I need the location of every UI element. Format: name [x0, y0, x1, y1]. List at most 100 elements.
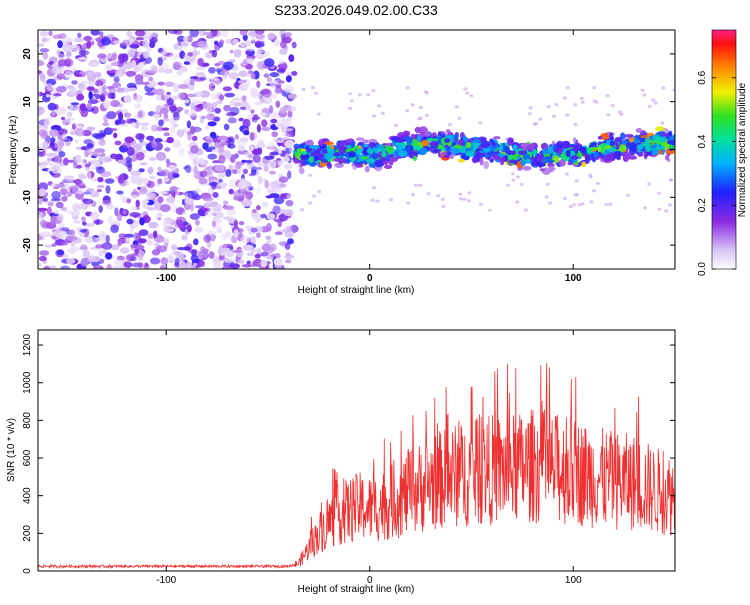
heatmap-cell — [364, 165, 370, 173]
heatmap-cell — [264, 180, 270, 189]
heatmap-cell — [222, 86, 232, 92]
heatmap-cell — [42, 197, 49, 202]
heatmap-cell — [483, 160, 489, 170]
heatmap-cell — [51, 242, 57, 247]
heatmap-cell — [70, 242, 75, 247]
heatmap-cell — [131, 121, 137, 128]
heatmap-cell — [84, 163, 91, 168]
heatmap-cell — [191, 50, 198, 57]
heatmap-cell — [51, 66, 63, 75]
heatmap-cell — [116, 119, 126, 125]
heatmap-cell — [273, 257, 283, 266]
heatmap-cell — [71, 80, 78, 85]
heatmap-cell — [215, 164, 225, 172]
heatmap-cell — [76, 226, 81, 232]
heatmap-cell — [283, 32, 293, 37]
heatmap-cell — [565, 149, 571, 158]
heatmap-cell — [101, 242, 113, 250]
heatmap-cell — [249, 145, 254, 152]
heatmap-cell — [291, 41, 297, 49]
heatmap-cell — [113, 40, 121, 45]
heatmap-cell — [114, 140, 122, 146]
heatmap-cell — [664, 209, 669, 213]
heatmap-cell — [51, 190, 61, 200]
heatmap-cell — [165, 95, 171, 99]
heatmap-cell — [447, 151, 452, 156]
heatmap-cell — [229, 49, 234, 54]
heatmap-cell — [161, 222, 168, 226]
heatmap-cell — [250, 109, 255, 114]
heatmap-cell — [648, 104, 652, 108]
heatmap-cell — [74, 73, 83, 78]
heatmap-cell — [424, 131, 432, 137]
heatmap-cell — [643, 206, 647, 210]
heatmap-cell — [561, 140, 570, 149]
heatmap-cell — [176, 92, 186, 100]
heatmap-cell — [70, 102, 79, 106]
heatmap-cell — [263, 51, 271, 57]
heatmap-cell — [140, 81, 150, 85]
heatmap-cell — [593, 152, 600, 158]
heatmap-cell — [211, 102, 218, 108]
heatmap-cell — [581, 161, 586, 168]
heatmap-cell — [93, 265, 104, 269]
heatmap-cell — [649, 140, 654, 144]
heatmap-cell — [40, 231, 51, 238]
heatmap-cell — [95, 244, 104, 249]
heatmap-cell — [202, 142, 209, 151]
heatmap-cell — [246, 260, 251, 265]
heatmap-cell — [256, 123, 261, 133]
heatmap-cell — [250, 132, 255, 141]
heatmap-cell — [547, 146, 554, 154]
heatmap-cell — [165, 158, 170, 164]
heatmap-cell — [38, 70, 43, 74]
heatmap-cell — [151, 124, 158, 132]
heatmap-cell — [203, 31, 213, 36]
heatmap-cell — [236, 139, 247, 147]
heatmap-cell — [139, 162, 148, 166]
heatmap-cell — [149, 157, 157, 161]
heatmap-cell — [285, 252, 291, 257]
heatmap-cell — [279, 49, 288, 55]
heatmap-cell — [251, 36, 256, 43]
heatmap-cell — [250, 87, 258, 94]
heatmap-cell — [214, 107, 222, 114]
heatmap-cell — [120, 247, 130, 254]
heatmap-cell — [77, 32, 82, 38]
heatmap-cell — [515, 200, 520, 204]
heatmap-cell — [269, 170, 276, 175]
heatmap-cell — [159, 169, 171, 177]
heatmap-cell — [144, 92, 155, 96]
heatmap-cell — [263, 73, 270, 78]
heatmap-cell — [515, 175, 520, 179]
heatmap-cell — [426, 137, 434, 142]
heatmap-cell — [46, 83, 54, 92]
heatmap-cell — [77, 57, 88, 61]
heatmap-cell — [207, 146, 216, 150]
heatmap-cell — [60, 116, 65, 120]
heatmap-cell — [208, 181, 219, 187]
heatmap-cell — [252, 258, 264, 267]
heatmap-cell — [112, 265, 123, 269]
heatmap-cell — [38, 262, 43, 268]
heatmap-cell — [105, 66, 113, 71]
heatmap-cell — [498, 142, 504, 151]
heatmap-cell — [284, 37, 291, 44]
heatmap-cell — [357, 93, 362, 97]
heatmap-cell — [241, 95, 247, 102]
heatmap-cell — [276, 121, 281, 128]
heatmap-cell — [160, 107, 169, 115]
heatmap-cell — [173, 83, 180, 93]
heatmap-cell — [372, 147, 376, 151]
heatmap-cell — [129, 225, 134, 234]
heatmap-cell — [189, 213, 200, 220]
heatmap-cell — [149, 175, 156, 180]
heatmap-cell — [101, 91, 109, 96]
heatmap-cell — [53, 93, 62, 97]
heatmap-cell — [165, 196, 176, 204]
heatmap-cell — [87, 150, 92, 156]
heatmap-cell — [160, 50, 168, 57]
heatmap-cell — [239, 106, 248, 110]
heatmap-cell — [396, 132, 407, 140]
